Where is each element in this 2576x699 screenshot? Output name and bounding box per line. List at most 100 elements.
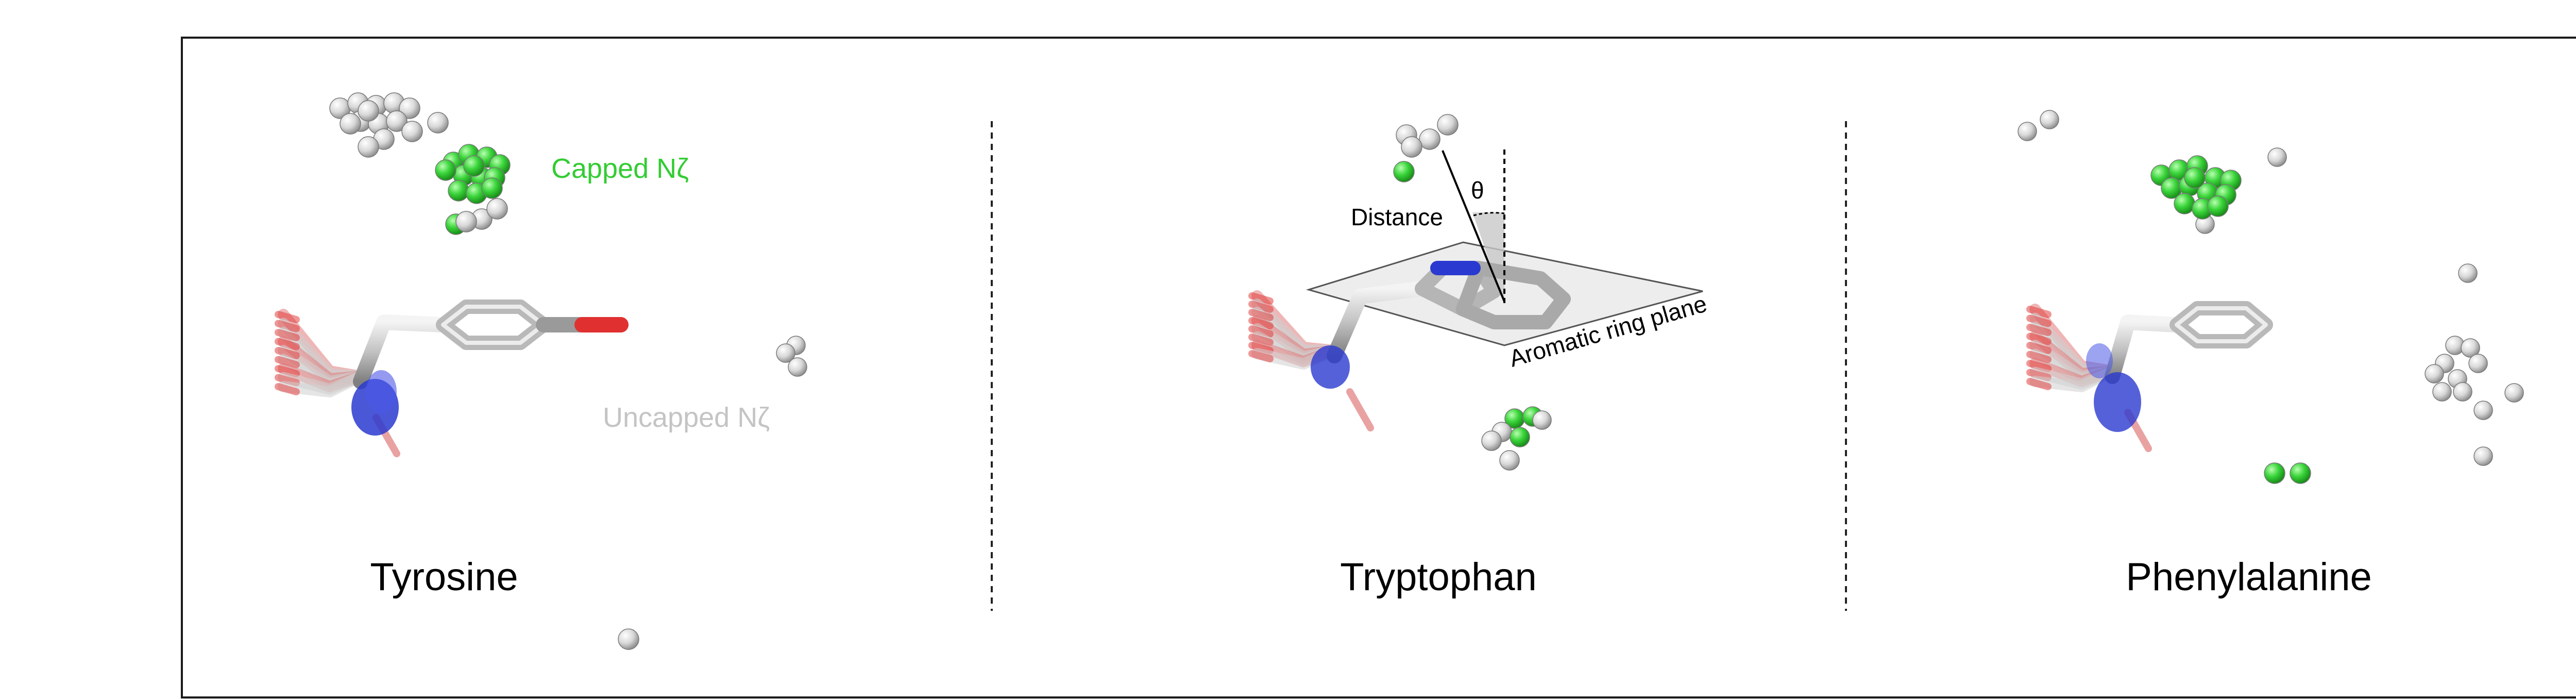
uncapped-nz-atom (1532, 410, 1552, 430)
oxygen-stick (1248, 309, 1274, 321)
aromatic-ring-highlight (2175, 306, 2268, 343)
uncapped-nz-atom (455, 211, 477, 232)
panel-phenylalanine: Phenylalanine (2018, 110, 2524, 599)
oxygen-stick (2026, 360, 2052, 372)
oxygen-stick (275, 329, 300, 341)
panel-title-phenylalanine: Phenylalanine (2126, 555, 2372, 599)
uncapped-nz-atom (2458, 263, 2478, 283)
indole-ring-6 (1456, 261, 1571, 329)
uncapped-nz-atom (776, 343, 795, 363)
uncapped-nz-atom (618, 628, 639, 650)
nitrogen-atom (1311, 345, 1350, 389)
capped-nz-atom (1510, 427, 1530, 447)
oxygen-stick (2026, 332, 2052, 345)
capped-nz-cluster (435, 144, 511, 235)
panel-title-tyrosine: Tyrosine (370, 555, 518, 599)
nitrogen-atom (2094, 372, 2141, 432)
oxygen-stick (1248, 301, 1274, 313)
tryptophan-molecule (1248, 261, 1571, 431)
uncapped-nz-atom (358, 100, 379, 122)
uncapped-nz-atom (1499, 450, 1520, 471)
uncapped-nz-atom (788, 357, 807, 377)
uncapped-nz-atom (1401, 136, 1422, 158)
uncapped-nz-atom (401, 121, 423, 142)
panel-title-tryptophan: Tryptophan (1340, 555, 1537, 599)
aromatic-ring-plane (1306, 241, 1703, 346)
capped-nz-atom (2290, 462, 2311, 484)
nitrogen-atom-glow (366, 370, 397, 413)
angle-theta-arc (1473, 212, 1505, 217)
uncapped-nz-scatter (2018, 110, 2524, 466)
oxygen-stick (1248, 334, 1274, 346)
oxygen-stick (2026, 369, 2052, 381)
oxygen-stick (275, 347, 300, 359)
capped-nz-atom (2184, 167, 2206, 189)
oxygen-stick (2026, 351, 2052, 363)
backbone-bundle (275, 309, 400, 457)
uncapped-nz-atom (486, 198, 508, 220)
oxygen-stick (275, 338, 300, 351)
panel-tyrosine: Capped Nζ Uncapped Nζ Tyrosine (275, 92, 807, 650)
side-chain-stick (2105, 314, 2184, 384)
uncapped-nz-atom (340, 113, 361, 135)
oxygen-stick (2026, 314, 2052, 327)
oxygen-stick (275, 374, 300, 387)
theta-label: θ (1471, 177, 1484, 204)
uncapped-nz-atom (427, 112, 449, 134)
capped-nz-atom (2264, 462, 2285, 484)
oxygen-stick (275, 320, 300, 332)
uncapped-nz-cluster (329, 92, 449, 158)
oxygen-stick (275, 356, 300, 369)
uncapped-nz-atom (2267, 147, 2287, 167)
uncapped-nz-atom (2453, 382, 2472, 402)
capped-nz-atom (481, 177, 503, 199)
capped-nz-atom (435, 159, 456, 181)
uncapped-nz-atom (2473, 446, 2493, 466)
oxygen-stick (2026, 378, 2052, 390)
capped-nz-label: Capped Nζ (551, 153, 689, 184)
carbonyl-stick (1346, 388, 1374, 431)
figure-frame (181, 37, 2576, 698)
distance-line (1442, 150, 1505, 302)
oxygen-stick (275, 383, 300, 395)
oxygen-stick (1248, 317, 1274, 329)
distance-label: Distance (1351, 204, 1443, 230)
oxygen-stick (1248, 350, 1274, 362)
uncapped-nz-atom (2461, 338, 2480, 358)
oxygen-stick (2026, 306, 2052, 318)
uncapped-nz-atom (2018, 122, 2037, 141)
uncapped-nz-atom (2425, 364, 2444, 384)
oxygen-stick (275, 365, 300, 377)
uncapped-nz-atom (2504, 383, 2524, 403)
uncapped-nz-atom (1419, 128, 1440, 150)
backbone-stick (278, 371, 366, 397)
uncapped-nz-atom (399, 97, 420, 119)
oxygen-stick (275, 311, 300, 323)
oxygen-stick (1248, 325, 1274, 338)
uncapped-nz-atom (358, 136, 379, 158)
oxygen-stick (1248, 342, 1274, 354)
capped-nz-atom (463, 155, 485, 177)
uncapped-nz-cluster (1393, 114, 1459, 182)
capped-nz-cluster (1481, 406, 1552, 471)
panel-tryptophan: Distance θ Aromatic ring plane Tryptopha… (1248, 114, 1710, 599)
capped-nz-atom (1393, 161, 1415, 182)
oxygen-stick (2026, 324, 2052, 336)
capped-nz-atom (448, 180, 469, 202)
phenylalanine-molecule (2026, 301, 2273, 452)
capped-nz-atom (2207, 195, 2229, 217)
uncapped-nz-atom (2040, 110, 2059, 129)
oxygen-stick (1248, 292, 1274, 305)
uncapped-nz-atom (1481, 430, 1502, 451)
nitrogen-atom-glow (2086, 343, 2113, 378)
uncapped-nz-scatter (455, 198, 807, 650)
uncapped-nz-atom (2432, 382, 2452, 402)
uncapped-nz-atom (386, 110, 408, 132)
side-chain-stick (1327, 281, 1430, 363)
oxygen-stick (2026, 342, 2052, 354)
uncapped-nz-label: Uncapped Nζ (603, 402, 770, 433)
capped-nz-atom (2174, 193, 2195, 214)
side-chain-stick (353, 314, 451, 389)
capped-nz-cluster (2150, 155, 2311, 484)
